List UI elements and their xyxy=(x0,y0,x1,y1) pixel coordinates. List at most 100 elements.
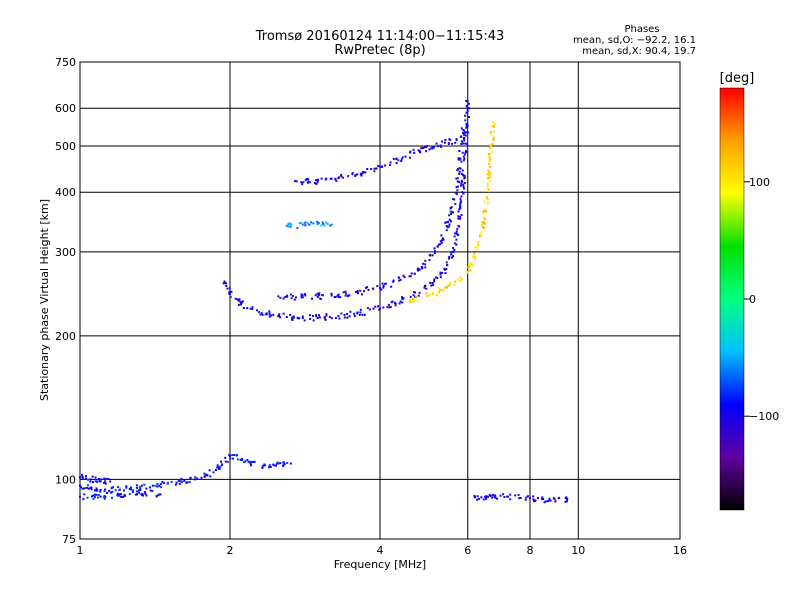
trace-point xyxy=(118,494,121,497)
trace-point xyxy=(452,247,455,249)
trace-point xyxy=(564,500,567,503)
trace-point xyxy=(458,172,461,175)
trace-point xyxy=(268,315,271,318)
colorbar: [deg] 100 0 −100 xyxy=(720,71,779,511)
trace-point xyxy=(487,155,490,158)
trace-point xyxy=(319,297,322,300)
trace-point xyxy=(361,172,364,175)
data-point xyxy=(441,237,444,240)
trace-point xyxy=(439,271,442,274)
trace-point xyxy=(439,240,442,243)
x-tick-label: 2 xyxy=(227,544,234,557)
data-point xyxy=(482,221,485,224)
trace-point xyxy=(544,500,547,503)
trace-point xyxy=(455,177,458,180)
trace-point xyxy=(435,142,438,145)
trace-point xyxy=(492,139,495,142)
trace-point xyxy=(224,456,227,459)
trace-point xyxy=(393,301,396,304)
trace-point xyxy=(356,311,359,314)
trace-point xyxy=(87,478,89,481)
trace-point xyxy=(85,477,87,480)
trace-point xyxy=(222,282,225,285)
trace-point xyxy=(289,313,292,316)
trace-point xyxy=(261,466,264,469)
trace-point xyxy=(412,300,415,303)
trace-point xyxy=(451,256,453,259)
trace-point xyxy=(433,249,436,252)
trace-point xyxy=(247,461,250,464)
trace-point xyxy=(308,181,311,184)
trace-point xyxy=(282,312,285,315)
trace-point xyxy=(519,497,522,499)
trace-point xyxy=(424,266,427,269)
trace-point xyxy=(320,177,323,180)
trace-point xyxy=(159,483,162,486)
trace-point xyxy=(372,307,375,310)
x-tick-label: 8 xyxy=(527,544,534,557)
trace-point xyxy=(457,157,460,160)
trace-point xyxy=(450,253,453,256)
trace-point xyxy=(486,177,489,179)
trace-point xyxy=(456,185,459,188)
data-point xyxy=(506,495,509,498)
trace-point xyxy=(139,488,142,491)
trace-point xyxy=(302,181,305,184)
chart-title-line-2: RwPretec (8p) xyxy=(334,43,425,58)
trace-point xyxy=(143,491,146,494)
trace-point xyxy=(489,131,492,134)
trace-point xyxy=(456,278,459,281)
trace-point xyxy=(138,485,141,488)
trace-point xyxy=(122,496,125,498)
trace-point xyxy=(170,481,173,483)
trace-point xyxy=(137,489,140,492)
trace-point xyxy=(485,210,488,213)
trace-point xyxy=(268,464,271,467)
trace-point xyxy=(116,494,119,497)
trace-point xyxy=(448,218,451,221)
trace-point xyxy=(323,317,326,320)
trace-point xyxy=(325,313,328,316)
trace-point xyxy=(330,317,333,320)
trace-point xyxy=(408,275,411,278)
trace-point xyxy=(315,183,318,185)
trace-point xyxy=(565,499,568,502)
trace-point xyxy=(473,494,476,497)
trace-point xyxy=(316,181,319,184)
trace-point xyxy=(96,496,99,499)
trace-point xyxy=(485,495,488,498)
trace-point xyxy=(381,282,384,285)
data-point xyxy=(301,296,304,299)
trace-point xyxy=(359,172,362,175)
trace-point xyxy=(310,221,313,224)
trace-point xyxy=(488,156,491,159)
trace-point xyxy=(444,221,447,224)
trace-point xyxy=(533,500,536,502)
trace-point xyxy=(324,178,327,181)
trace-point xyxy=(461,278,464,281)
trace-point xyxy=(439,289,442,292)
trace-point xyxy=(354,175,357,177)
trace-point xyxy=(346,316,349,319)
y-tick-label: 200 xyxy=(55,330,76,343)
data-point xyxy=(249,462,252,465)
trace-point xyxy=(224,460,227,463)
trace-point xyxy=(460,195,463,198)
trace-point xyxy=(334,177,337,180)
trace-point xyxy=(231,454,234,457)
trace-point xyxy=(548,499,550,502)
trace-point xyxy=(454,280,457,283)
trace-point xyxy=(416,300,419,303)
trace-point xyxy=(488,162,491,165)
trace-point xyxy=(467,131,470,134)
trace-point xyxy=(120,493,123,496)
trace-point xyxy=(454,141,457,144)
data-point xyxy=(418,291,421,294)
trace-point xyxy=(103,495,106,498)
trace-point xyxy=(518,497,521,500)
trace-point xyxy=(323,224,326,227)
trace-point xyxy=(248,460,251,463)
trace-point xyxy=(337,295,340,298)
trace-point xyxy=(476,495,479,498)
trace-point xyxy=(95,487,98,490)
